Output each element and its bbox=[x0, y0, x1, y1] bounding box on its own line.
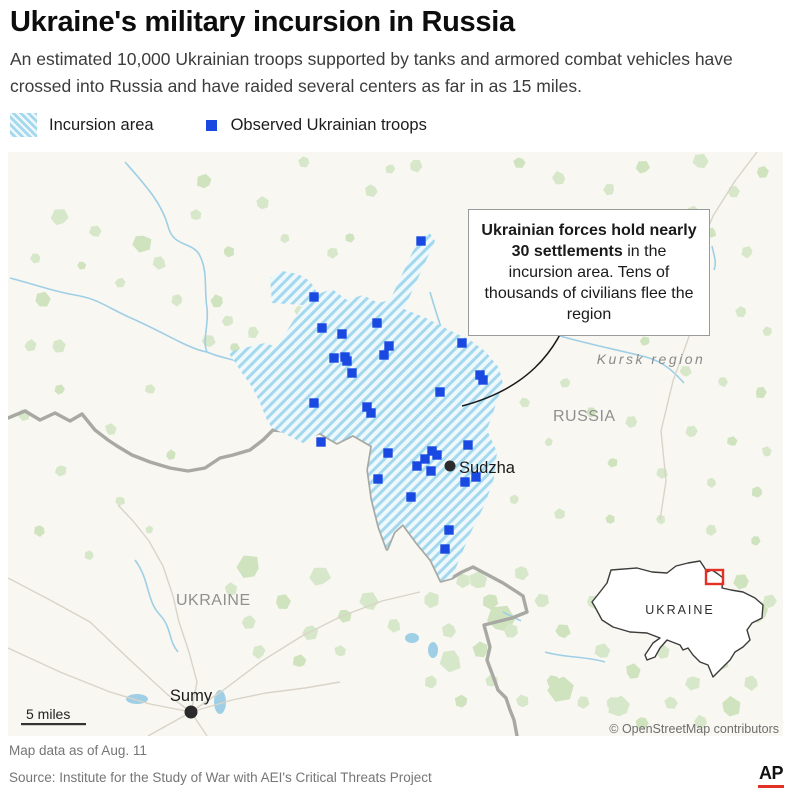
incursion-area-swatch bbox=[10, 113, 37, 137]
troop-marker bbox=[471, 472, 481, 482]
ap-logo-text: AP bbox=[758, 763, 784, 783]
troop-marker bbox=[435, 387, 445, 397]
attribution-label: © OpenStreetMap contributors bbox=[609, 722, 779, 736]
kursk-region-label: Kursk region bbox=[597, 351, 706, 367]
map-data-note: Map data as of Aug. 11 bbox=[9, 743, 147, 758]
troop-marker bbox=[416, 236, 426, 246]
troop-marker bbox=[342, 356, 352, 366]
troop-marker bbox=[366, 408, 376, 418]
scale-bar: 5 miles bbox=[21, 706, 86, 726]
map-canvas: Kursk region RUSSIA UKRAINE Sudzha Sumy … bbox=[8, 152, 783, 736]
troop-marker bbox=[478, 375, 488, 385]
page-subtitle: An estimated 10,000 Ukrainian troops sup… bbox=[10, 49, 733, 96]
legend-item-troops: Observed Ukrainian troops bbox=[168, 116, 427, 135]
troops-swatch bbox=[205, 119, 217, 131]
troop-marker bbox=[457, 338, 467, 348]
ap-logo: AP bbox=[758, 763, 784, 788]
callout-box: Ukrainian forces hold nearly 30 settleme… bbox=[468, 209, 710, 336]
inset-ukraine-outline bbox=[591, 560, 764, 678]
troop-marker bbox=[460, 477, 470, 487]
russia-label: RUSSIA bbox=[553, 408, 616, 425]
scale-label: 5 miles bbox=[26, 706, 70, 722]
inset-highlight-rect bbox=[704, 568, 725, 586]
troop-marker bbox=[406, 492, 416, 502]
sumy-label: Sumy bbox=[170, 687, 213, 705]
troop-marker bbox=[412, 461, 422, 471]
sudzha-label: Sudzha bbox=[459, 459, 516, 477]
legend-item-incursion: Incursion area bbox=[10, 113, 154, 137]
troop-marker bbox=[329, 353, 339, 363]
troop-marker bbox=[373, 474, 383, 484]
troop-marker bbox=[347, 368, 357, 378]
troop-marker bbox=[432, 450, 442, 460]
troop-marker bbox=[372, 318, 382, 328]
troop-marker bbox=[384, 341, 394, 351]
troop-marker bbox=[309, 292, 319, 302]
ukraine-label: UKRAINE bbox=[176, 592, 251, 609]
page-title: Ukraine's military incursion in Russia bbox=[10, 6, 515, 38]
legend-troops-label: Observed Ukrainian troops bbox=[230, 115, 427, 134]
troop-marker bbox=[309, 398, 319, 408]
troop-marker bbox=[427, 446, 437, 456]
legend-incursion-label: Incursion area bbox=[49, 115, 154, 134]
sudzha-dot bbox=[444, 460, 456, 472]
inset-locator-map: UKRAINE bbox=[591, 560, 764, 678]
troop-marker bbox=[426, 466, 436, 476]
inset-ukraine-label: UKRAINE bbox=[645, 603, 715, 617]
troop-marker bbox=[317, 323, 327, 333]
source-line: Source: Institute for the Study of War w… bbox=[9, 770, 432, 785]
ap-logo-red-bar bbox=[758, 785, 784, 788]
city-markers bbox=[184, 460, 456, 719]
callout-rest-text: in the incursion area. Tens of thousands… bbox=[484, 243, 694, 323]
troop-marker bbox=[379, 350, 389, 360]
troop-marker bbox=[420, 454, 430, 464]
legend: Incursion area Observed Ukrainian troops bbox=[10, 113, 427, 137]
troop-marker bbox=[444, 525, 454, 535]
troop-marker bbox=[463, 440, 473, 450]
scale-line bbox=[21, 723, 86, 726]
troop-marker bbox=[362, 402, 372, 412]
sumy-dot bbox=[184, 705, 198, 719]
troop-marker bbox=[440, 544, 450, 554]
callout-bold-text: Ukrainian forces hold nearly 30 settleme… bbox=[481, 222, 697, 260]
troop-marker bbox=[383, 448, 393, 458]
troop-marker bbox=[337, 329, 347, 339]
troop-marker bbox=[475, 370, 485, 380]
troop-marker bbox=[316, 437, 326, 447]
troop-markers bbox=[309, 236, 488, 554]
